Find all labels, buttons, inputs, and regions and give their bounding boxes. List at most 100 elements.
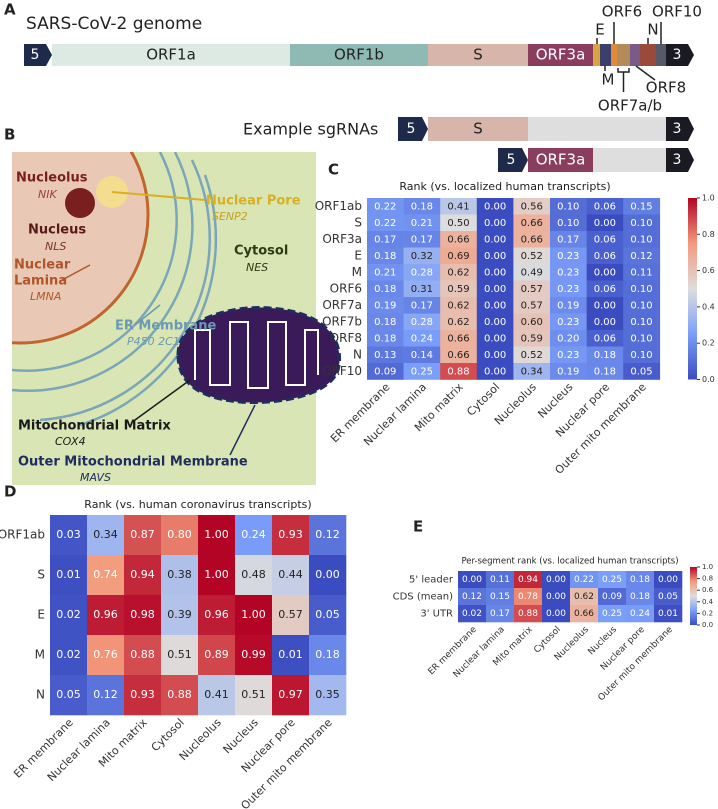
heatmap-cell (542, 571, 571, 589)
compartment-name: ER Membrane (115, 319, 216, 334)
cell-value: 0.31 (411, 284, 433, 295)
pointer (61, 264, 91, 281)
cell-value: 0.25 (602, 575, 622, 585)
segment-label: ORF8 (646, 79, 686, 97)
cell-value: 0.41 (447, 201, 469, 212)
cell-value: 0.51 (241, 688, 266, 701)
cell-value: 0.24 (241, 528, 266, 541)
heatmap-cell (440, 264, 478, 281)
heatmap-cell (598, 571, 627, 589)
heatmap-cell (654, 605, 683, 623)
cell-value: 0.66 (447, 333, 469, 344)
heatmap-cell (272, 595, 310, 636)
heatmap-cell (514, 588, 543, 606)
heatmap-cell (367, 247, 404, 265)
heatmap-cell (586, 330, 624, 347)
compartment-name: Outer Mitochondrial Membrane (18, 455, 248, 470)
cell-value: 0.18 (411, 201, 433, 212)
segment-label: N (647, 21, 658, 39)
heatmap-cell (476, 264, 514, 281)
heatmap-cell (235, 515, 273, 556)
heatmap-cell (550, 247, 587, 265)
cell-value: 0.12 (462, 592, 482, 602)
heatmap-cell (367, 313, 404, 331)
cell-value: 0.50 (447, 218, 469, 229)
cell-value: 0.88 (447, 366, 469, 377)
cell-value: 0.99 (241, 648, 266, 661)
heatmap-cell (598, 605, 627, 623)
heatmap-title: Rank (vs. human coronavirus transcripts) (84, 498, 311, 511)
colorbar (690, 567, 697, 625)
cell-value: 0.17 (557, 234, 579, 245)
heatmap-cell (458, 605, 487, 623)
heatmap-cell (367, 280, 404, 298)
column-label: Nuclear lamina (361, 381, 429, 449)
cell-value: 0.59 (521, 333, 543, 344)
cell-value: 0.41 (204, 688, 229, 701)
row-label: N (36, 688, 45, 702)
heatmap-cell (403, 330, 441, 347)
heatmap-cell (623, 297, 661, 314)
heatmap-cell (403, 280, 441, 298)
colorbar-tick-label: 1.0 (702, 563, 713, 571)
heatmap-cell (161, 515, 199, 556)
compartment-marker: COX4 (55, 435, 86, 448)
heatmap-cell (586, 214, 624, 232)
heatmap-cell (513, 198, 551, 215)
compartment-name: Nucleolus (16, 171, 88, 186)
cell-value: 0.10 (630, 218, 652, 229)
nucleolus (65, 188, 95, 218)
cell-value: 0.34 (521, 366, 543, 377)
heatmap-cell (272, 515, 310, 556)
cell-value: 0.62 (447, 300, 469, 311)
cell-value: 0.94 (130, 568, 155, 581)
cell-value: 0.78 (518, 592, 538, 602)
row-label: ORF3a (322, 232, 362, 246)
heatmap-cell (309, 675, 347, 716)
cell-value: 0.00 (315, 568, 340, 581)
genome-segment (52, 44, 290, 66)
heatmap-cell (235, 675, 273, 716)
segment-pointer (635, 65, 656, 81)
cell-value: 0.18 (630, 575, 650, 585)
cell-value: 0.03 (56, 528, 81, 541)
cell-value: 0.60 (521, 317, 543, 328)
cell-value: 0.00 (484, 251, 506, 262)
cell-value: 0.00 (594, 317, 616, 328)
sgrna-cap-label: 5 (507, 152, 516, 168)
heatmap-cell (513, 214, 551, 232)
cell-value: 0.17 (411, 234, 433, 245)
cell-diagram: Nucleolus NIK Nucleus NLS Nuclear Lamina… (12, 152, 342, 485)
cell-value: 0.98 (130, 608, 155, 621)
heatmap-cell (486, 571, 515, 589)
heatmap-cell (513, 363, 551, 380)
heatmap-cell (440, 363, 478, 380)
heatmap-cell (513, 247, 551, 265)
cell-value: 1.00 (204, 528, 229, 541)
heatmap-cell (124, 515, 162, 556)
heatmap-cell (235, 595, 273, 636)
row-label: S (37, 568, 45, 582)
sgrna-tail (528, 117, 666, 141)
cell-value: 0.05 (56, 688, 81, 701)
colorbar-tick-label: 0.4 (702, 598, 714, 606)
heatmap-cell (87, 555, 125, 596)
heatmap-cell (476, 313, 514, 331)
sgrna-end (666, 148, 694, 172)
heatmap-cell (50, 555, 88, 596)
compartment-marker: NLS (45, 240, 66, 253)
genome-segment (600, 44, 611, 66)
cell-value: 0.02 (462, 609, 482, 619)
compartment-name: Cytosol (234, 244, 288, 259)
cell-value: 0.00 (484, 333, 506, 344)
heatmap-cell (367, 346, 404, 364)
heatmap-cell (272, 555, 310, 596)
heatmap-cell (403, 231, 441, 248)
cell-value: 0.02 (56, 648, 81, 661)
row-label: E (37, 608, 45, 622)
cell-value: 0.20 (557, 333, 579, 344)
heatmap-cell (403, 313, 441, 331)
colorbar (688, 198, 697, 380)
cell-value: 0.18 (630, 592, 650, 602)
panel-label: C (328, 161, 339, 179)
